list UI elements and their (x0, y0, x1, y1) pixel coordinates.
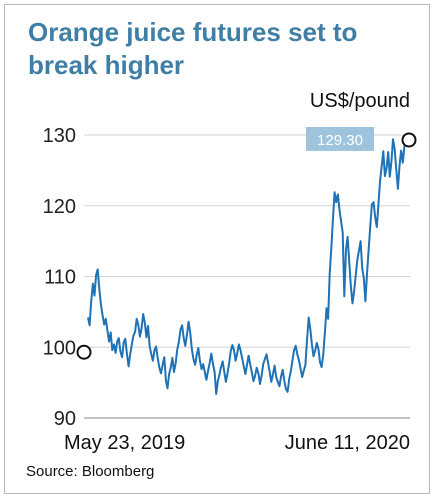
x-axis-ticks: May 23, 2019 June 11, 2020 (64, 432, 410, 454)
y-tick-label: 130 (43, 125, 76, 147)
source-note: Source: Bloomberg (26, 463, 155, 480)
callout-value: 129.30 (317, 132, 363, 149)
y-tick-label: 90 (54, 408, 76, 430)
grid-lines (84, 134, 410, 419)
y-axis-ticks: 130 120 110 100 90 (43, 125, 76, 430)
chart-title: Orange juice futures set to break higher (28, 17, 358, 80)
x-tick-label-start: May 23, 2019 (64, 432, 185, 454)
y-tick-label: 110 (44, 267, 76, 289)
series-line (87, 138, 407, 395)
end-marker (401, 132, 417, 148)
y-tick-label: 120 (43, 196, 76, 218)
series-group (87, 138, 407, 395)
y-axis-unit-label: US$/pound (309, 90, 410, 112)
callout-box (306, 126, 374, 151)
y-tick-label: 100 (43, 337, 76, 359)
x-tick-label-end: June 11, 2020 (285, 432, 410, 454)
start-marker (76, 344, 92, 360)
value-callout: 129.30 (306, 126, 374, 151)
endpoint-markers (76, 132, 417, 360)
